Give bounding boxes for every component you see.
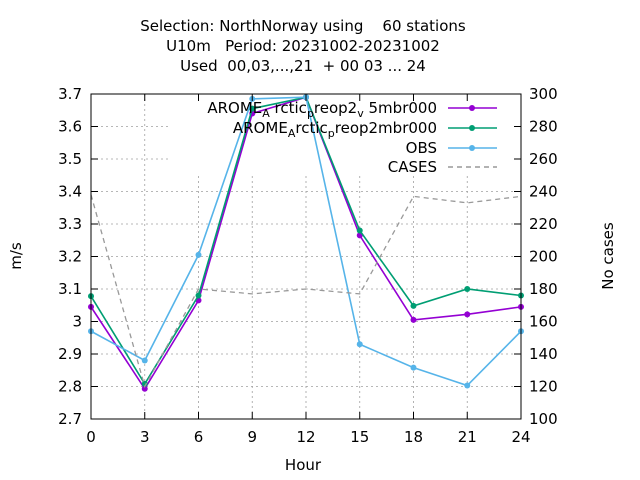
y-tick-label: 3.4: [58, 183, 82, 201]
legend-label-0: AROMEA rcticpreop2v 5mbr000: [207, 99, 437, 120]
series-point-2: [410, 364, 417, 371]
series-point-2: [356, 341, 363, 348]
y2-tick-label: 100: [529, 410, 558, 428]
legend-marker-0: [469, 105, 475, 111]
series-point-0: [141, 385, 148, 392]
legend-label-part: OBS: [406, 139, 437, 157]
y-tick-label: 2.7: [58, 410, 82, 428]
x-axis-label: Hour: [285, 456, 322, 474]
legend-label-part: rctic: [270, 99, 307, 117]
y2-tick-label: 180: [529, 280, 558, 298]
chart-title-line-1: Selection: NorthNorway using 60 stations: [140, 17, 466, 35]
legend: AROMEA rcticpreop2v 5mbr000AROMEArcticpr…: [207, 99, 497, 176]
series-point-1: [195, 292, 202, 299]
legend-marker-2: [469, 145, 475, 151]
y-tick-label: 3.6: [58, 118, 82, 136]
series-point-1: [249, 105, 256, 112]
legend-label-subscript: A: [288, 127, 296, 140]
legend-label-part: rctic: [295, 119, 327, 137]
series-point-0: [410, 316, 417, 323]
series-point-0: [464, 311, 471, 318]
legend-label-subscript: A: [262, 107, 270, 120]
y-axis-label: m/s: [7, 242, 25, 270]
y2-tick-label: 280: [529, 118, 558, 136]
legend-label-part: reop2: [314, 99, 357, 117]
y2-tick-label: 260: [529, 150, 558, 168]
x-tick-label: 21: [458, 428, 477, 446]
x-tick-label: 6: [194, 428, 204, 446]
legend-label-subscript: v: [357, 107, 364, 120]
y-tick-label: 3.7: [58, 85, 82, 103]
legend-label-part: AROME: [207, 99, 262, 117]
x-tick-label: 9: [247, 428, 257, 446]
x-tick-label: 24: [511, 428, 530, 446]
series-point-1: [410, 302, 417, 309]
series-point-2: [141, 357, 148, 364]
y2-tick-label: 240: [529, 183, 558, 201]
legend-label-subscript: p: [328, 127, 335, 140]
y-tick-label: 2.9: [58, 345, 82, 363]
series-point-1: [356, 227, 363, 234]
legend-label-1: AROMEArcticpreop2mbr000: [233, 119, 437, 140]
legend-label-3: CASES: [388, 158, 437, 176]
y-tick-label: 3.2: [58, 248, 82, 266]
series-point-2: [464, 382, 471, 389]
y-tick-label: 3.3: [58, 215, 82, 233]
chart-title-line-3: Used 00,03,...,21 + 00 03 ... 24: [180, 57, 426, 75]
legend-marker-1: [469, 125, 475, 131]
series-point-1: [141, 380, 148, 387]
axis-ticks: 0 3 6 9 12 15 18 21 24 2.7 2.8 2.9 3 3.1 3.2 3.3 3.4 3.5 3…: [58, 85, 558, 446]
y-tick-label: 2.8: [58, 378, 82, 396]
series-point-1: [464, 286, 471, 292]
y2-tick-label: 220: [529, 215, 558, 233]
legend-label-part: AROME: [233, 119, 288, 137]
y2-tick-label: 120: [529, 378, 558, 396]
series-line-0: [90, 96, 522, 391]
y2-tick-label: 140: [529, 345, 558, 363]
legend-label-subscript: p: [307, 107, 314, 120]
legend-label-part: 5mbr000: [364, 99, 437, 117]
legend-label-part: CASES: [388, 158, 437, 176]
chart-title-line-2: U10m Period: 20231002-20231002: [166, 37, 440, 55]
y2-tick-label: 300: [529, 85, 558, 103]
x-tick-label: 12: [296, 428, 315, 446]
x-tick-label: 18: [404, 428, 423, 446]
series-point-2: [195, 251, 202, 258]
x-tick-label: 3: [140, 428, 150, 446]
y2-axis-label: No cases: [599, 222, 617, 290]
legend-label-2: OBS: [406, 139, 437, 157]
y-tick-label: 3: [72, 313, 82, 331]
x-tick-label: 0: [86, 428, 96, 446]
y2-tick-label: 200: [529, 248, 558, 266]
series-line-3: [90, 194, 522, 389]
y-tick-label: 3.1: [58, 280, 82, 298]
y-tick-label: 3.5: [58, 150, 82, 168]
x-tick-label: 15: [350, 428, 369, 446]
y2-tick-label: 160: [529, 313, 558, 331]
legend-label-part: reop2mbr000: [335, 119, 437, 137]
